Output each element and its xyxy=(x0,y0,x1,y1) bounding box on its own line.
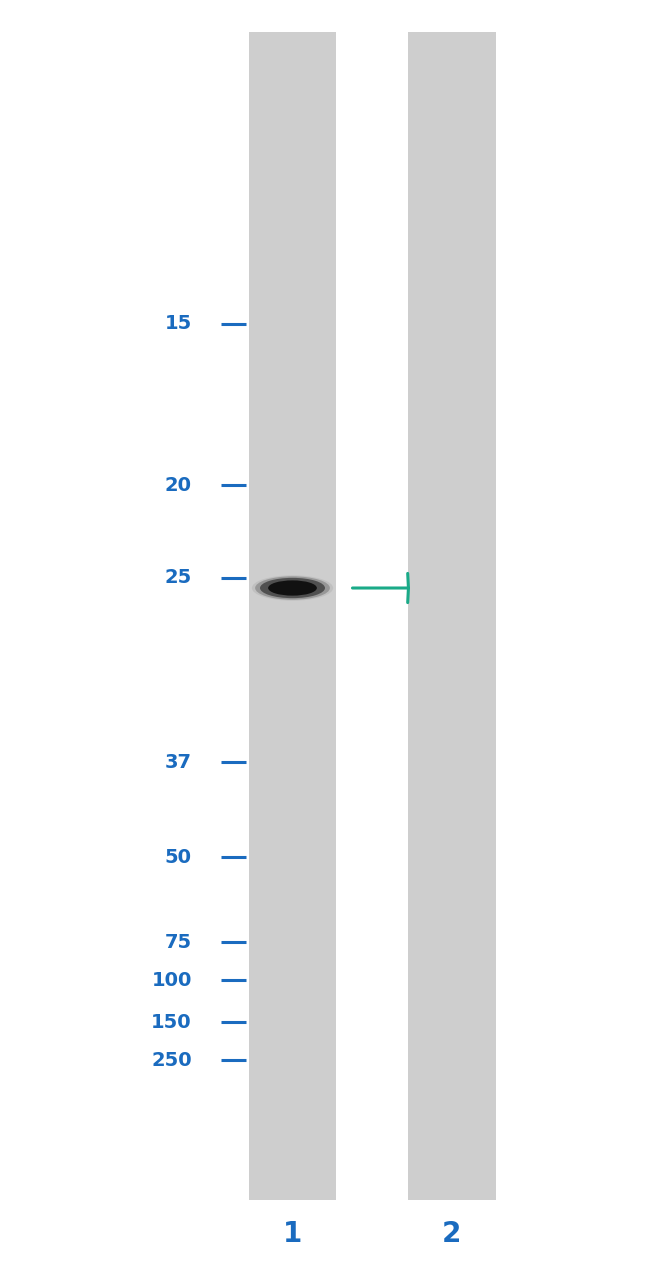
Ellipse shape xyxy=(268,580,317,596)
Text: 150: 150 xyxy=(151,1013,192,1031)
Text: 15: 15 xyxy=(164,315,192,333)
Text: 20: 20 xyxy=(164,476,192,494)
Text: 75: 75 xyxy=(164,933,192,951)
Bar xyxy=(248,32,337,1200)
Text: 25: 25 xyxy=(164,569,192,587)
Text: 1: 1 xyxy=(283,1220,302,1248)
Text: 50: 50 xyxy=(164,848,192,866)
Ellipse shape xyxy=(260,578,325,598)
Ellipse shape xyxy=(252,575,333,601)
Text: 37: 37 xyxy=(164,753,192,771)
Text: 250: 250 xyxy=(151,1052,192,1069)
Ellipse shape xyxy=(255,577,330,599)
Text: 2: 2 xyxy=(442,1220,462,1248)
Bar xyxy=(408,32,495,1200)
Text: 100: 100 xyxy=(151,972,192,989)
